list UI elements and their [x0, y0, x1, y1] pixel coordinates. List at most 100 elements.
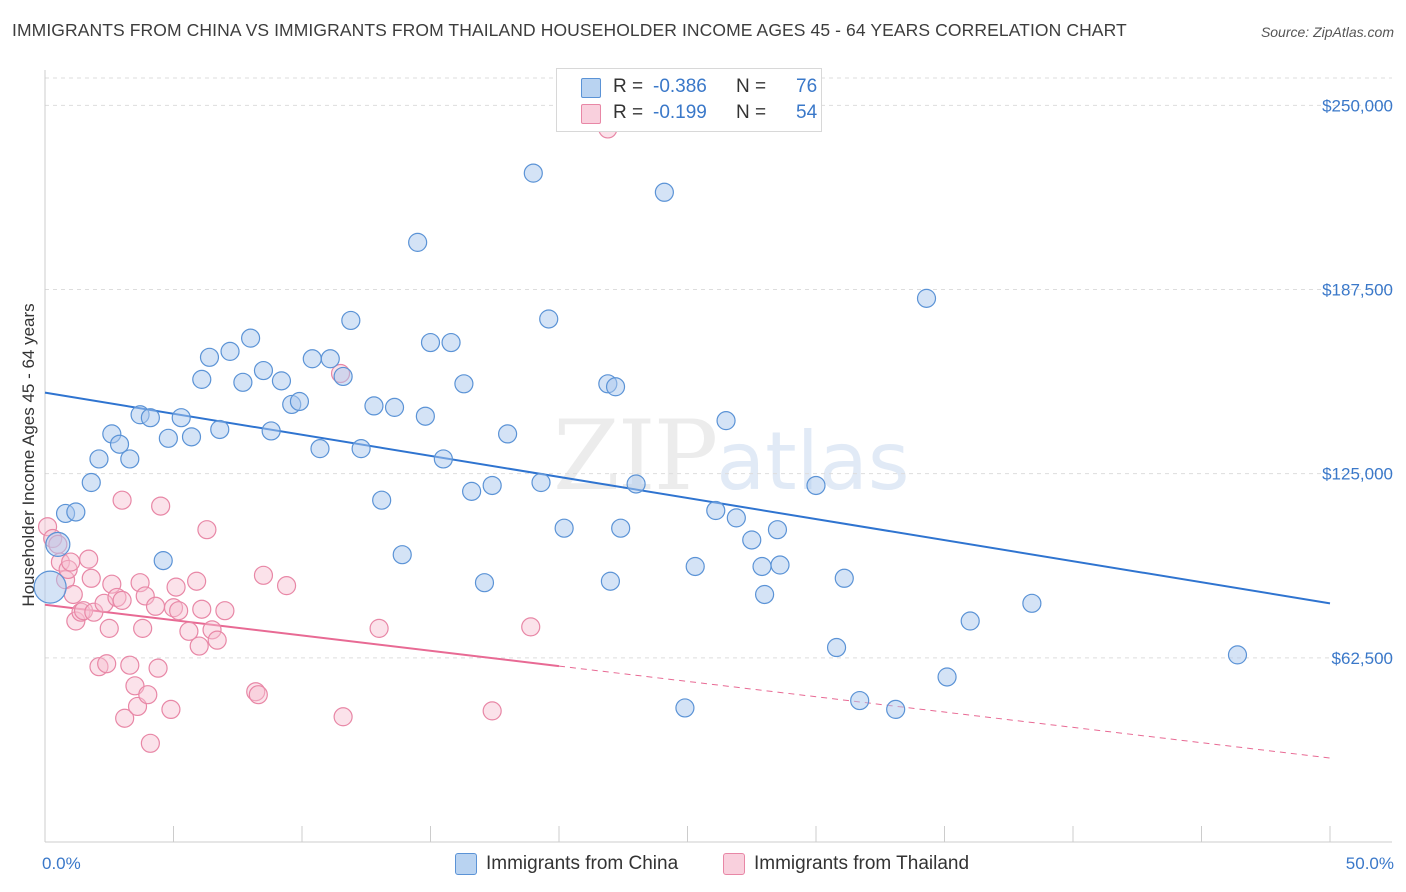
thailand-point: [63, 584, 83, 605]
thailand-point: [163, 598, 184, 618]
thailand-point: [89, 657, 109, 677]
thailand-point: [112, 490, 132, 510]
thailand-point: [189, 636, 209, 656]
china-point: [408, 232, 428, 252]
china-point: [120, 449, 140, 469]
axes: [44, 70, 1392, 843]
thailand-point: [169, 601, 189, 621]
china-point: [554, 518, 574, 538]
china-point: [850, 690, 870, 711]
china-point: [171, 408, 191, 428]
trend-lines: [44, 391, 1331, 759]
china-point: [153, 551, 173, 571]
china-point: [192, 369, 212, 389]
thailand-point: [37, 517, 58, 537]
china-point: [474, 573, 495, 593]
thailand-point: [202, 620, 222, 640]
grid: [45, 77, 1392, 659]
china-point: [611, 518, 631, 538]
y-tick-labels: $62,500 $125,000 $187,500 $250,000: [1322, 96, 1393, 667]
thailand-point: [187, 571, 207, 591]
china-point: [752, 556, 772, 577]
source-label: Source: ZipAtlas.com: [1260, 24, 1394, 40]
china-point: [220, 341, 240, 361]
thailand-points: [37, 119, 618, 753]
thailand-point: [215, 601, 235, 621]
china-point: [289, 391, 310, 412]
china-point: [726, 508, 746, 528]
thailand-point: [151, 496, 171, 516]
chart-title: IMMIGRANTS FROM CHINA VS IMMIGRANTS FROM…: [12, 20, 1127, 40]
china-point: [454, 374, 474, 394]
china-point: [310, 439, 330, 459]
y-tick-label: $250,000: [1322, 96, 1393, 115]
thailand-point: [97, 654, 117, 674]
thailand-point: [333, 707, 353, 727]
china-point: [531, 472, 551, 493]
thailand-trend-line-solid: [44, 603, 560, 668]
thailand-point: [135, 586, 155, 606]
china-point: [66, 502, 86, 522]
y-tick-label: $125,000: [1322, 465, 1393, 484]
china-point: [392, 545, 412, 565]
thailand-swatch: [581, 104, 601, 124]
china-point: [706, 500, 726, 521]
thailand-point: [197, 520, 217, 540]
thailand-r-value: -0.199: [653, 102, 707, 123]
china-point: [539, 309, 559, 329]
china-point: [384, 397, 405, 417]
china-point: [241, 328, 261, 348]
china-point: [420, 332, 441, 353]
thailand-point: [81, 568, 101, 588]
thailand-r-label: R =: [613, 102, 644, 123]
thailand-point: [66, 611, 86, 631]
china-point: [937, 667, 957, 687]
china-point: [261, 421, 281, 441]
china-point: [351, 439, 371, 459]
china-point: [302, 349, 322, 369]
china-point: [605, 377, 626, 397]
china-point: [33, 570, 67, 604]
thailand-n-label: N =: [736, 102, 767, 123]
china-point: [834, 568, 854, 588]
china-point: [826, 637, 847, 658]
thailand-point: [112, 590, 132, 610]
china-point: [140, 408, 160, 428]
china-point: [960, 611, 980, 631]
thailand-point: [138, 685, 158, 705]
y-tick-label: $187,500: [1322, 281, 1393, 300]
thailand-legend-swatch: [723, 853, 745, 875]
china-point: [1022, 593, 1042, 613]
thailand-point: [369, 618, 389, 638]
thailand-point: [248, 685, 268, 705]
china-point: [364, 396, 384, 416]
china-point: [462, 481, 482, 501]
thailand-legend-label: Immigrants from Thailand: [754, 853, 970, 874]
thailand-point: [148, 658, 168, 678]
china-r-label: R =: [613, 76, 644, 97]
thailand-point: [107, 587, 127, 608]
x-tick-labels: 0.0% 50.0%: [42, 854, 1394, 873]
china-point: [482, 475, 502, 496]
china-point: [523, 163, 543, 183]
china-point: [600, 571, 621, 591]
china-point: [320, 349, 340, 369]
thailand-point: [99, 618, 119, 638]
thailand-point: [58, 559, 78, 580]
china-point: [199, 347, 220, 367]
china-point: [767, 520, 788, 540]
china-n-label: N =: [736, 76, 767, 97]
china-point: [271, 371, 292, 391]
china-point: [770, 555, 790, 575]
china-point: [372, 490, 392, 510]
china-point: [210, 419, 230, 440]
thailand-point: [61, 552, 81, 572]
china-point: [158, 428, 178, 448]
thailand-trend-line-dashed: [558, 665, 1331, 759]
china-point: [233, 372, 253, 392]
china-legend-label: Immigrants from China: [486, 853, 679, 874]
thailand-point: [207, 630, 227, 650]
thailand-point: [246, 682, 266, 702]
thailand-point: [482, 701, 502, 721]
